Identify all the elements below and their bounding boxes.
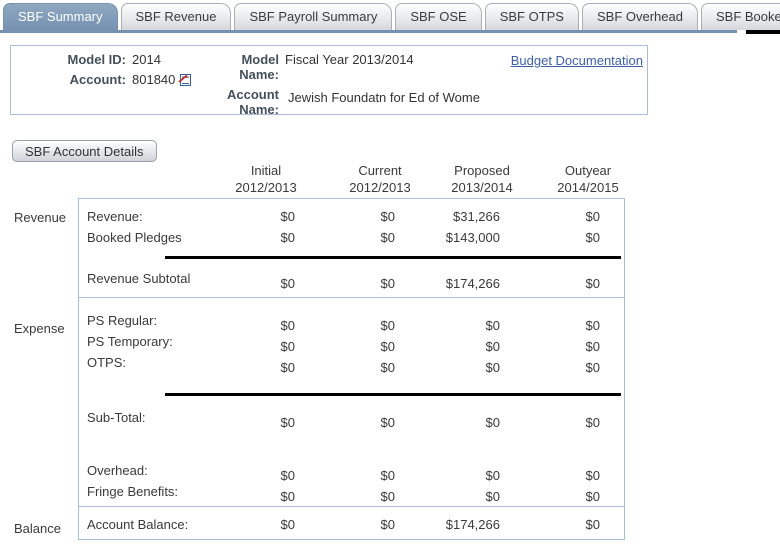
row-label: Account Balance:: [87, 517, 189, 532]
tab-bar: SBF Summary SBF Revenue SBF Payroll Summ…: [3, 3, 780, 30]
cell-initial: $0: [280, 230, 295, 245]
row-label: Revenue Subtotal: [87, 271, 191, 286]
tab-sbf-summary[interactable]: SBF Summary: [3, 3, 118, 30]
model-id-label: Model ID:: [67, 52, 127, 67]
cell-current: $0: [380, 339, 395, 354]
model-name-label: Model Name:: [239, 52, 279, 82]
account-drilldown-icon[interactable]: [178, 73, 192, 87]
expense-section: PS Regular: $0 $0 $0 $0 PS Temporary: $0…: [79, 297, 624, 506]
cell-initial: $0: [280, 339, 295, 354]
cell-initial: $0: [280, 360, 295, 375]
cell-proposed: $0: [485, 468, 500, 483]
table-row-overhead: Overhead: $0 $0 $0 $0: [79, 460, 624, 483]
cell-outyear: $0: [585, 230, 600, 245]
tab-sbf-ose[interactable]: SBF OSE: [395, 3, 482, 30]
cell-outyear: $0: [585, 415, 600, 430]
section-label-balance: Balance: [14, 521, 61, 536]
model-name-group: Model Name: Fiscal Year 2013/2014 Accoun…: [204, 52, 480, 122]
row-label: Booked Pledges: [87, 230, 182, 245]
row-label: OTPS:: [87, 355, 127, 370]
subtotal-rule: [165, 256, 621, 259]
cell-initial: $0: [280, 318, 295, 333]
cell-outyear: $0: [585, 339, 600, 354]
balance-section: Account Balance: $0 $0 $174,266 $0: [79, 506, 624, 541]
model-header-box: Model ID: 2014 Account: 801840: [10, 45, 648, 117]
cell-current: $0: [380, 209, 395, 224]
cell-outyear: $0: [585, 276, 600, 291]
account-label: Account:: [69, 72, 126, 87]
cell-current: $0: [380, 517, 395, 532]
cell-current: $0: [380, 468, 395, 483]
account-name-value: Jewish Foundatn for Ed of Wome: [288, 90, 480, 105]
account-value: 801840: [132, 72, 176, 87]
cell-initial: $0: [280, 209, 295, 224]
column-header-proposed: Proposed 2013/2014: [451, 163, 513, 195]
table-row-ps-temporary: PS Temporary: $0 $0 $0 $0: [79, 331, 624, 354]
row-label: Sub-Total:: [87, 410, 146, 425]
table-row-booked-pledges: Booked Pledges $0 $0 $143,000 $0: [79, 227, 624, 248]
subtotal-rule: [165, 393, 621, 396]
revenue-section: Revenue: $0 $0 $31,266 $0 Booked Pledges…: [79, 199, 624, 297]
cell-proposed: $0: [485, 339, 500, 354]
section-label-revenue: Revenue: [14, 210, 67, 225]
cell-proposed: $174,266: [445, 276, 500, 291]
table-row-otps: OTPS: $0 $0 $0 $0: [79, 352, 624, 375]
cell-proposed: $143,000: [445, 230, 500, 245]
row-label: PS Temporary:: [87, 334, 173, 349]
model-id-group: Model ID: 2014 Account: 801840: [21, 52, 192, 92]
model-id-value: 2014: [132, 52, 161, 67]
cell-proposed: $0: [485, 489, 500, 504]
tab-underline: [0, 30, 737, 33]
sbf-account-details-button[interactable]: SBF Account Details: [12, 140, 157, 162]
row-label: PS Regular:: [87, 313, 158, 328]
cell-outyear: $0: [585, 209, 600, 224]
column-header-outyear: Outyear 2014/2015: [557, 163, 619, 195]
cell-outyear: $0: [585, 468, 600, 483]
cell-proposed: $0: [485, 360, 500, 375]
cell-initial: $0: [280, 489, 295, 504]
cell-current: $0: [380, 360, 395, 375]
cell-initial: $0: [280, 517, 295, 532]
column-header-initial: Initial 2012/2013: [235, 163, 297, 195]
spacer: [79, 428, 624, 460]
cell-outyear: $0: [585, 489, 600, 504]
tab-sbf-booked-pledges[interactable]: SBF Booked Pledges: [700, 3, 780, 30]
cell-current: $0: [380, 318, 395, 333]
table-row-account-balance: Account Balance: $0 $0 $174,266 $0: [79, 514, 624, 535]
table-row-sub-total: Sub-Total: $0 $0 $0 $0: [79, 407, 624, 430]
cell-proposed: $174,266: [445, 517, 500, 532]
tab-underline-end: [746, 30, 780, 34]
cell-current: $0: [380, 489, 395, 504]
tab-sbf-overhead[interactable]: SBF Overhead: [581, 3, 698, 30]
row-label: Overhead:: [87, 463, 148, 478]
cell-current: $0: [380, 230, 395, 245]
cell-current: $0: [380, 276, 395, 291]
cell-outyear: $0: [585, 360, 600, 375]
column-header-current: Current 2012/2013: [349, 163, 411, 195]
budget-summary-table: Revenue: $0 $0 $31,266 $0 Booked Pledges…: [78, 198, 625, 540]
tab-sbf-payroll-summary[interactable]: SBF Payroll Summary: [234, 3, 393, 30]
row-label: Fringe Benefits:: [87, 484, 179, 499]
budget-documentation-link[interactable]: Budget Documentation: [510, 53, 643, 68]
row-label: Revenue:: [87, 209, 143, 224]
cell-initial: $0: [280, 276, 295, 291]
cell-initial: $0: [280, 468, 295, 483]
table-row-revenue: Revenue: $0 $0 $31,266 $0: [79, 206, 624, 227]
cell-proposed: $31,266: [453, 209, 500, 224]
table-row-fringe-benefits: Fringe Benefits: $0 $0 $0 $0: [79, 481, 624, 504]
table-row-ps-regular: PS Regular: $0 $0 $0 $0: [79, 310, 624, 333]
cell-outyear: $0: [585, 517, 600, 532]
cell-current: $0: [380, 415, 395, 430]
cell-initial: $0: [280, 415, 295, 430]
tab-sbf-otps[interactable]: SBF OTPS: [484, 3, 579, 30]
model-name-value: Fiscal Year 2013/2014: [285, 52, 414, 67]
table-row-revenue-subtotal: Revenue Subtotal $0 $0 $174,266 $0: [79, 268, 624, 291]
tab-sbf-revenue[interactable]: SBF Revenue: [120, 3, 232, 30]
cell-proposed: $0: [485, 415, 500, 430]
cell-outyear: $0: [585, 318, 600, 333]
cell-proposed: $0: [485, 318, 500, 333]
account-name-label: Account Name:: [227, 87, 279, 117]
section-label-expense: Expense: [14, 321, 65, 336]
